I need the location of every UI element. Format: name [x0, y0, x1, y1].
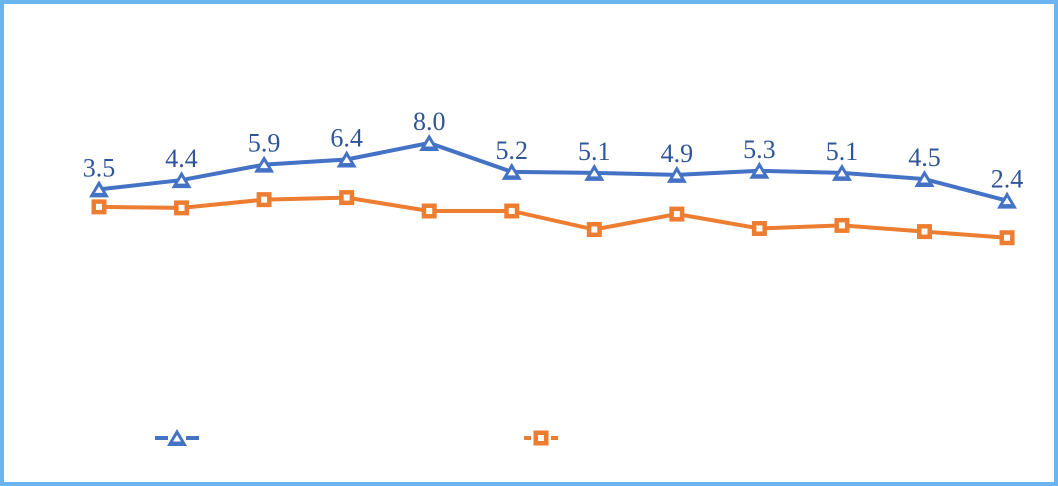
marker-square-core-1 — [178, 204, 185, 211]
marker-square-core-8 — [756, 225, 763, 232]
marker-triangle-core-9 — [837, 169, 846, 177]
marker-triangle-core-7 — [672, 171, 681, 179]
marker-square-core-9 — [838, 222, 845, 229]
data-label-4: 8.0 — [413, 107, 446, 136]
marker-square-core-legend-1 — [538, 435, 544, 441]
data-label-1: 4.4 — [165, 144, 198, 173]
marker-triangle-core-legend-0 — [173, 435, 181, 442]
marker-triangle-core-11 — [1003, 197, 1012, 205]
marker-square-core-3 — [343, 194, 350, 201]
data-label-11: 2.4 — [991, 165, 1024, 194]
marker-triangle-core-4 — [425, 140, 434, 147]
marker-square-core-5 — [508, 207, 515, 214]
data-label-7: 4.9 — [661, 139, 694, 168]
marker-triangle-core-3 — [342, 156, 351, 163]
marker-triangle-core-8 — [755, 167, 764, 175]
data-label-10: 4.5 — [908, 143, 941, 172]
data-label-3: 6.4 — [330, 123, 363, 152]
data-label-8: 5.3 — [743, 135, 776, 164]
marker-square-core-6 — [591, 226, 598, 233]
marker-square-core-10 — [921, 228, 928, 235]
marker-triangle-core-6 — [590, 169, 599, 177]
data-label-9: 5.1 — [826, 137, 859, 166]
marker-square-core-2 — [261, 196, 268, 203]
marker-square-core-4 — [426, 207, 433, 214]
series-line-triangle — [98, 140, 1008, 203]
marker-triangle-core-10 — [920, 176, 929, 183]
marker-triangle-core-5 — [507, 168, 516, 176]
marker-triangle-core-0 — [95, 186, 103, 193]
marker-triangle-core-1 — [177, 177, 186, 184]
data-label-0: 3.5 — [83, 153, 116, 182]
marker-triangle-core-2 — [260, 161, 269, 169]
data-label-6: 5.1 — [578, 137, 611, 166]
marker-square-core-0 — [96, 203, 102, 210]
marker-square-core-11 — [1004, 234, 1011, 241]
data-label-5: 5.2 — [496, 136, 529, 165]
series-line-square — [98, 195, 1008, 240]
marker-square-core-7 — [673, 211, 680, 218]
data-label-2: 5.9 — [248, 129, 281, 158]
